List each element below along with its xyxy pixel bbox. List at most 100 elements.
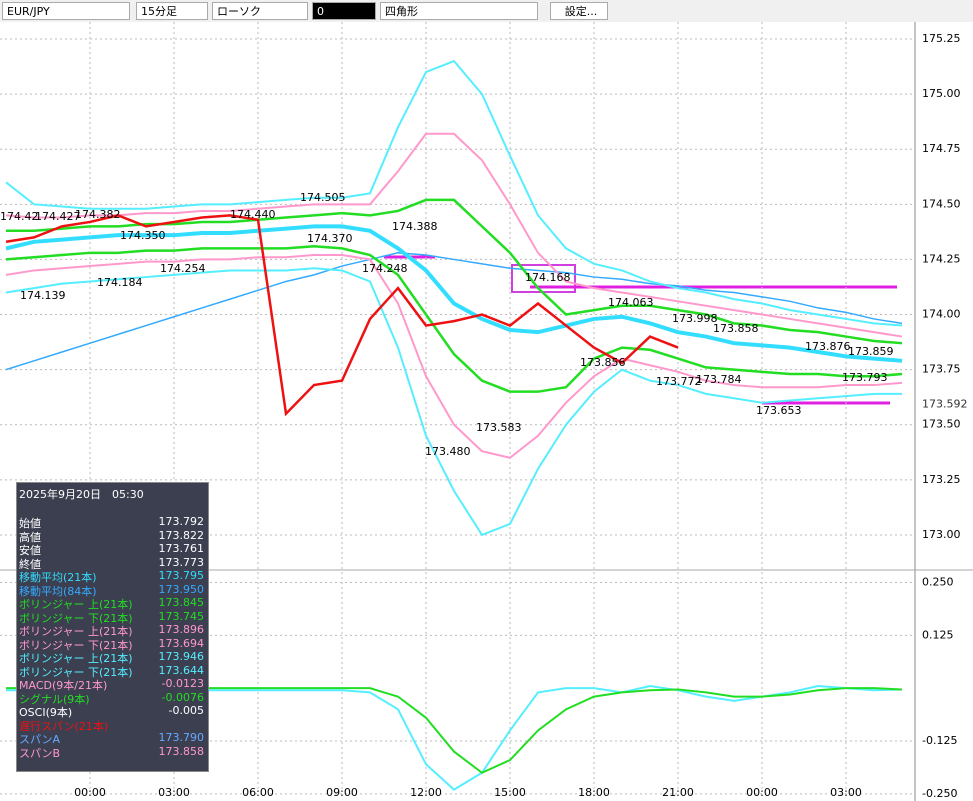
info-value: 173.946 [158, 650, 205, 663]
info-value: 173.790 [158, 731, 205, 744]
x-tick-label: 06:00 [242, 786, 274, 799]
price-annotation: 173.793 [842, 371, 888, 384]
info-value: 173.822 [158, 528, 205, 542]
info-value: -0.005 [168, 704, 204, 717]
series-line [5, 224, 903, 363]
info-label: MACD(9本/21本) [19, 679, 108, 692]
info-panel: 2025年9月20日 05:30 始値 173.792 高値 173.822 安値 173… [16, 482, 209, 772]
price-annotation: 174.388 [392, 220, 438, 233]
info-row: MACD(9本/21本) -0.0123 [17, 677, 208, 692]
info-row: OSCI(9本) -0.005 [17, 704, 208, 719]
price-annotation: 174.063 [608, 296, 654, 309]
price-annotation: 173.859 [848, 345, 894, 358]
x-tick-label: 03:00 [158, 786, 190, 799]
price-annotation: 173.653 [756, 404, 802, 417]
price-annotation: 173.583 [476, 421, 522, 434]
info-value: 173.761 [158, 542, 205, 555]
x-tick-label: 18:00 [578, 786, 610, 799]
price-annotation: 173.856 [580, 356, 626, 369]
price-annotation: 174.139 [20, 289, 66, 302]
info-label: 始値 [19, 517, 41, 530]
price-annotation: 174.42 [0, 210, 39, 223]
info-value: 173.644 [158, 663, 205, 677]
y-tick-label: 0.250 [922, 575, 954, 588]
tool-select[interactable]: 四角形 [380, 2, 538, 20]
price-annotation: 174.184 [97, 276, 143, 289]
info-value: 173.858 [158, 744, 205, 758]
info-row: 高値 173.822 [17, 528, 208, 544]
y-tick-label: 174.00 [922, 308, 961, 321]
x-tick-label: 12:00 [410, 786, 442, 799]
y-tick-label: 173.00 [922, 528, 961, 541]
x-tick-label: 21:00 [662, 786, 694, 799]
y-tick-label: 174.50 [922, 197, 961, 210]
price-annotation: 174.382 [75, 208, 121, 221]
y-tick-label: 173.592 [922, 397, 968, 410]
x-tick-label: 03:00 [830, 786, 862, 799]
info-row: ボリンジャー 下(21本) 173.694 [17, 636, 208, 652]
info-label: シグナル(9本) [19, 692, 90, 706]
price-annotation: 174.370 [307, 232, 353, 245]
price-annotation: 173.858 [713, 322, 759, 335]
info-value: -0.0123 [161, 677, 204, 690]
series-line [5, 244, 903, 393]
info-label: ボリンジャー 上(21本) [19, 598, 133, 611]
info-row: 終値 173.773 [17, 556, 208, 571]
y-tick-label: 173.75 [922, 363, 961, 376]
series-line [5, 254, 903, 459]
price-annotation: 173.784 [696, 373, 742, 386]
y-tick-label: 174.75 [922, 142, 961, 155]
info-label: ボリンジャー 下(21本) [19, 611, 133, 625]
info-row: ボリンジャー 上(21本) 173.896 [17, 623, 208, 638]
info-row: スパンA 173.790 [17, 731, 208, 746]
info-label: スパンA [19, 733, 61, 746]
info-value: 173.745 [158, 609, 205, 623]
series-line [5, 59, 903, 327]
symbol-select[interactable]: EUR/JPY [2, 2, 130, 20]
y-tick-label: 173.25 [922, 473, 961, 486]
x-tick-label: 09:00 [326, 786, 358, 799]
price-annotation: 174.168 [525, 271, 571, 284]
x-tick-label: 00:00 [74, 786, 106, 799]
price-annotation: 173.772 [656, 375, 702, 388]
info-row: ボリンジャー 下(21本) 173.745 [17, 609, 208, 625]
timeframe-select[interactable]: 15分足 [136, 2, 208, 20]
info-row: 移動平均(84本) 173.950 [17, 583, 208, 598]
info-label: 遅行スパン(21本) [19, 719, 109, 733]
series-line [5, 214, 679, 417]
info-label: ボリンジャー 下(21本) [19, 638, 133, 652]
info-title: 2025年9月20日 05:30 [19, 488, 144, 501]
price-annotation: 174.440 [230, 208, 276, 221]
info-value: 173.896 [158, 623, 205, 636]
info-value: 173.795 [158, 569, 205, 582]
info-row: ボリンジャー 下(21本) 173.644 [17, 663, 208, 679]
info-row: スパンB 173.858 [17, 744, 208, 760]
info-label: OSCI(9本) [19, 706, 73, 719]
series-line [5, 267, 902, 537]
y-tick-label: 0.125 [922, 628, 954, 641]
chart: 175.25 175.00 174.75 174.50 174.25 174.00 173.… [0, 22, 973, 801]
info-row: 移動平均(21本) 173.795 [17, 569, 208, 584]
info-value: 173.845 [158, 596, 205, 609]
price-annotation: 173.480 [425, 445, 471, 458]
style-select[interactable]: ローソク [212, 2, 308, 20]
y-tick-label: 174.25 [922, 252, 961, 265]
series-line [5, 252, 903, 371]
price-annotation: 174.248 [362, 262, 408, 275]
info-label: 高値 [19, 530, 41, 544]
price-annotation: 173.998 [672, 312, 718, 325]
price-annotation: 174.254 [160, 262, 206, 275]
price-annotation: 174.350 [120, 229, 166, 242]
info-row: シグナル(9本) -0.0076 [17, 691, 208, 706]
y-tick-label: -0.250 [922, 787, 957, 800]
y-tick-label: -0.125 [922, 734, 957, 747]
price-annotation: 174.505 [300, 191, 346, 204]
info-row: ボリンジャー 上(21本) 173.946 [17, 650, 208, 665]
info-value: 173.792 [158, 515, 205, 528]
width-select[interactable]: 0 [312, 2, 376, 20]
info-value: 173.694 [158, 636, 205, 650]
toolbar: EUR/JPY 15分足 ローソク 0 四角形 設定... [0, 0, 973, 22]
info-row: ボリンジャー 上(21本) 173.845 [17, 596, 208, 611]
settings-button[interactable]: 設定... [550, 2, 608, 20]
